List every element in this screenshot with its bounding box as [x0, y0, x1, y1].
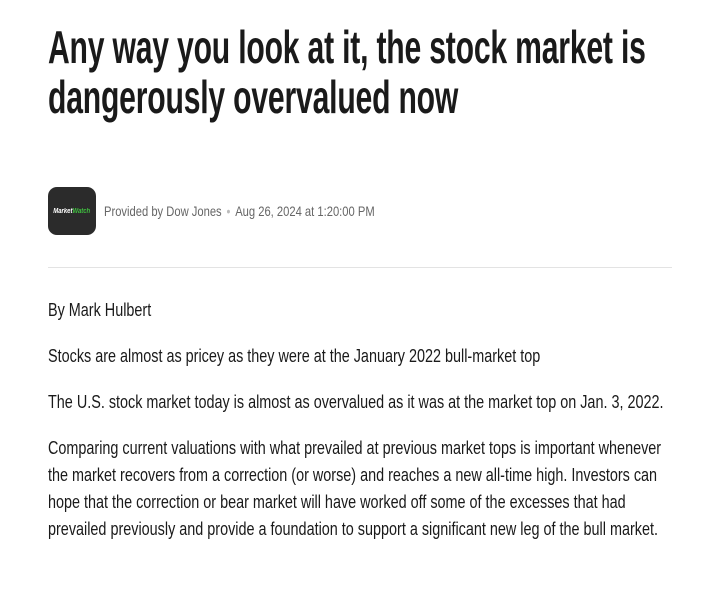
- marketwatch-logo[interactable]: MarketWatch: [48, 187, 96, 235]
- paragraph: The U.S. stock market today is almost as…: [48, 392, 664, 412]
- provider-label: Provided by Dow Jones: [104, 203, 222, 219]
- article-body: By Mark Hulbert Stocks are almost as pri…: [48, 297, 672, 562]
- divider: [48, 267, 672, 268]
- paragraph: Comparing current valuations with what p…: [48, 438, 662, 539]
- publish-timestamp: Aug 26, 2024 at 1:20:00 PM: [235, 203, 375, 219]
- headline: Any way you look at it, the stock market…: [48, 21, 646, 123]
- byline: By Mark Hulbert: [48, 300, 152, 320]
- logo-wordmark: MarketWatch: [53, 207, 91, 215]
- article-meta: Provided by Dow Jones • Aug 26, 2024 at 1:…: [104, 203, 375, 219]
- separator-dot: •: [226, 203, 231, 219]
- paragraph: Stocks are almost as pricey as they were…: [48, 346, 541, 366]
